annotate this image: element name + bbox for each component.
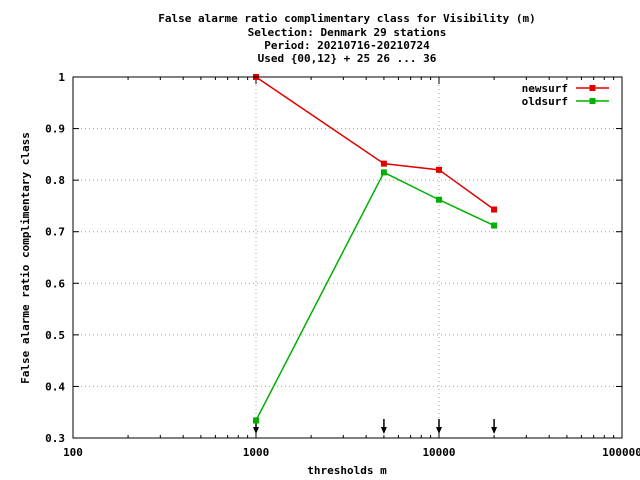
legend-label-oldsurf: oldsurf xyxy=(522,95,568,108)
y-tick-label: 0.5 xyxy=(45,329,65,342)
threshold-arrow-head xyxy=(436,427,442,434)
y-tick-label: 0.3 xyxy=(45,432,65,445)
threshold-arrow-head xyxy=(380,427,387,434)
series-line-newsurf xyxy=(255,76,495,211)
series-line-oldsurf xyxy=(255,171,495,421)
grid xyxy=(73,77,622,438)
threshold-arrow-head xyxy=(253,427,259,434)
legend-marker-newsurf xyxy=(589,85,596,91)
data-point-oldsurf xyxy=(253,417,259,424)
data-point-oldsurf xyxy=(491,222,498,229)
threshold-arrow-head xyxy=(491,427,498,434)
data-point-newsurf xyxy=(380,160,387,167)
x-axis-label: thresholds m xyxy=(307,464,387,477)
y-tick-label: 0.8 xyxy=(45,174,65,187)
title-line-1: False alarme ratio complimentary class f… xyxy=(158,12,536,25)
y-tick-label: 0.4 xyxy=(45,380,65,393)
x-tick-label: 10000 xyxy=(422,446,455,459)
title-line-2: Selection: Denmark 29 stations xyxy=(248,26,447,39)
y-tick-label: 0.7 xyxy=(45,226,65,239)
data-point-newsurf xyxy=(436,166,442,173)
data-point-oldsurf xyxy=(436,196,442,203)
x-tick-label: 100000 xyxy=(602,446,640,459)
data-point-oldsurf xyxy=(380,169,387,176)
legend-label-newsurf: newsurf xyxy=(522,82,568,95)
axis-ticks: 0.3 0.4 0.5 0.6 0.7 0.8 0.9 1 100 1000 10000 100000 xyxy=(45,71,640,459)
x-tick-label: 1000 xyxy=(243,446,270,459)
y-tick-label: 0.9 xyxy=(45,123,65,136)
title-line-4: Used {00,12} + 25 26 ... 36 xyxy=(258,52,437,65)
y-tick-label: 0.6 xyxy=(45,277,65,290)
x-tick-label: 100 xyxy=(63,446,83,459)
plot-frame xyxy=(72,76,623,439)
y-tick-label: 1 xyxy=(58,71,65,84)
title-line-3: Period: 20210716-20210724 xyxy=(264,39,430,52)
legend-marker-oldsurf xyxy=(589,98,596,104)
y-axis-label: False alarme ratio complimentary class xyxy=(19,132,32,384)
data-point-newsurf xyxy=(491,206,498,213)
series xyxy=(253,74,498,424)
chart-title: False alarme ratio complimentary class f… xyxy=(158,12,536,65)
threshold-markers xyxy=(253,419,498,434)
